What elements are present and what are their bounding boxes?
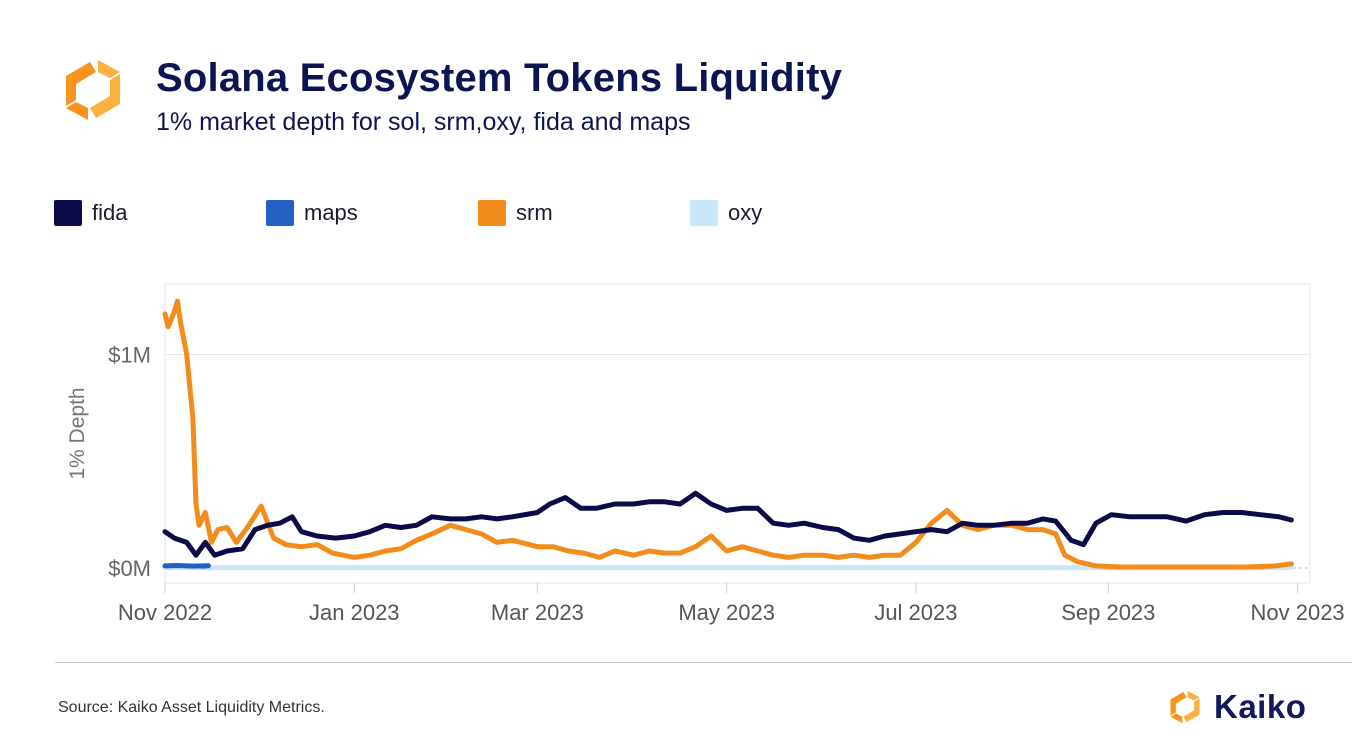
y-axis-label: 1% Depth [66, 387, 89, 479]
brand-icon [1170, 690, 1200, 724]
legend-label-fida: fida [92, 200, 128, 225]
y-tick-label: $0M [108, 556, 151, 581]
series-line-srm [162, 298, 1294, 570]
legend-item-maps[interactable]: maps [266, 199, 358, 227]
brand-name: Kaiko [1214, 688, 1307, 725]
x-tick-label: Jan 2023 [309, 600, 400, 625]
x-tick-label: Sep 2023 [1061, 600, 1155, 625]
series-line-maps [162, 563, 211, 569]
x-tick-label: Mar 2023 [491, 600, 584, 625]
page-title: Solana Ecosystem Tokens Liquidity [156, 56, 843, 100]
legend-item-oxy[interactable]: oxy [690, 199, 762, 227]
plot-frame [164, 283, 1311, 584]
page-subtitle: 1% market depth for sol, srm,oxy, fida a… [156, 108, 691, 136]
x-tick-label: Nov 2023 [1250, 600, 1344, 625]
line-chart: $0M $1M Nov 2022 Jan 2023 Mar 2023 May 2023 Ju… [66, 283, 1345, 625]
legend-item-srm[interactable]: srm [478, 199, 553, 227]
legend-label-oxy: oxy [728, 200, 763, 225]
legend-item-fida[interactable]: fida [54, 199, 127, 227]
x-tick-label: May 2023 [678, 600, 775, 625]
legend-label-maps: maps [304, 200, 358, 225]
source-note: Source: Kaiko Asset Liquidity Metrics. [58, 699, 325, 716]
y-tick-label: $1M [108, 342, 151, 367]
legend-swatch-srm [478, 200, 506, 226]
footer-divider [55, 662, 1352, 663]
legend-label-srm: srm [516, 200, 553, 225]
series-line-fida [162, 490, 1294, 558]
brand-logo[interactable]: Kaiko [1164, 686, 1306, 728]
x-tick-label: Nov 2022 [118, 600, 212, 625]
logo-icon [66, 60, 120, 120]
legend-swatch-maps [266, 200, 294, 226]
x-tick-label: Jul 2023 [874, 600, 957, 625]
legend-swatch-oxy [690, 200, 718, 226]
legend-swatch-fida [54, 200, 82, 226]
